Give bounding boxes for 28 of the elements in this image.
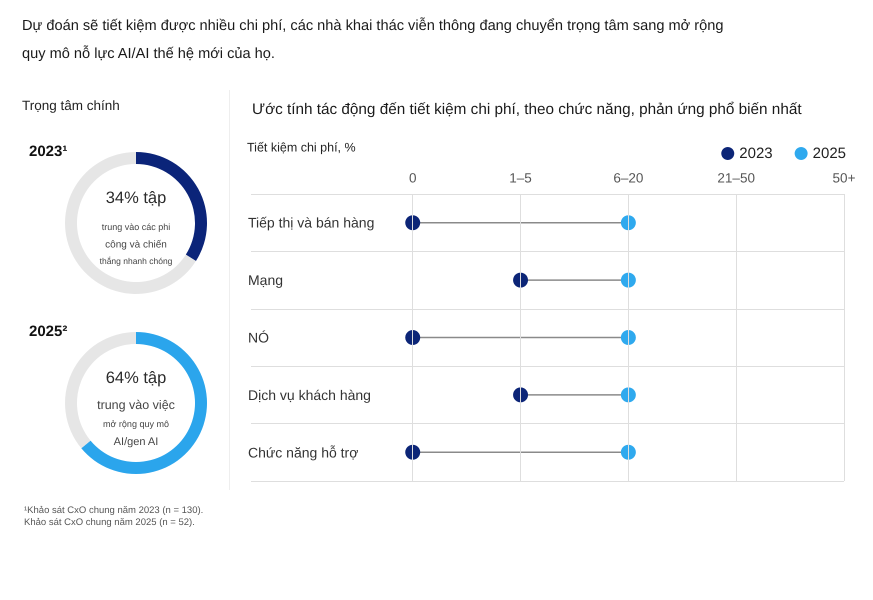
text: Khảo sát CxO chung năm 2025 (n = 52). xyxy=(24,517,195,528)
text: Trọng tâm chính xyxy=(22,98,120,113)
x-axis-title: Tiết kiệm chi phí, % xyxy=(247,140,356,154)
y-tick-label: Dịch vụ khách hàng xyxy=(248,386,371,403)
text: AI/gen AI xyxy=(114,436,158,448)
text: 0 xyxy=(408,170,416,186)
text: 6–20 xyxy=(613,170,644,186)
legend-label: 2023 xyxy=(739,145,773,162)
text: 64% tập xyxy=(106,369,166,387)
text: thắng nhanh chóng xyxy=(100,256,173,266)
text: trung vào việc xyxy=(97,398,175,412)
chart-title: 2025² xyxy=(29,323,68,340)
legend-label: 2025 xyxy=(812,145,846,162)
text: 34% tập xyxy=(106,189,166,207)
text: công và chiến xyxy=(105,240,167,250)
chart-title: Ước tính tác động đến tiết kiệm chi phí, theo chức năng, phản ứng phổ biến nhất xyxy=(252,101,802,118)
y-tick-label: NÓ xyxy=(248,330,270,346)
text: ¹Khảo sát CxO chung năm 2023 (n = 130). xyxy=(24,505,204,516)
text: trung vào các phi xyxy=(102,222,170,232)
y-tick-label: Chức năng hỗ trợ xyxy=(248,444,358,460)
text: 1–5 xyxy=(509,170,532,186)
y-tick-label: Tiếp thị và bán hàng xyxy=(248,214,374,231)
y-tick-label: Mạng xyxy=(248,272,284,288)
text: mở rộng quy mô xyxy=(103,419,169,429)
chart-title: 2023¹ xyxy=(29,143,68,160)
text: Dự đoán sẽ tiết kiệm được nhiều chi phí, các nhà khai thác viễn thông đang chuyển trọng tâm sang mở rộng quy mô nỗ lực AI/AI thế hệ mới của họ. xyxy=(22,16,724,64)
text: 50+ xyxy=(832,170,856,186)
text: 21–50 xyxy=(717,170,755,186)
